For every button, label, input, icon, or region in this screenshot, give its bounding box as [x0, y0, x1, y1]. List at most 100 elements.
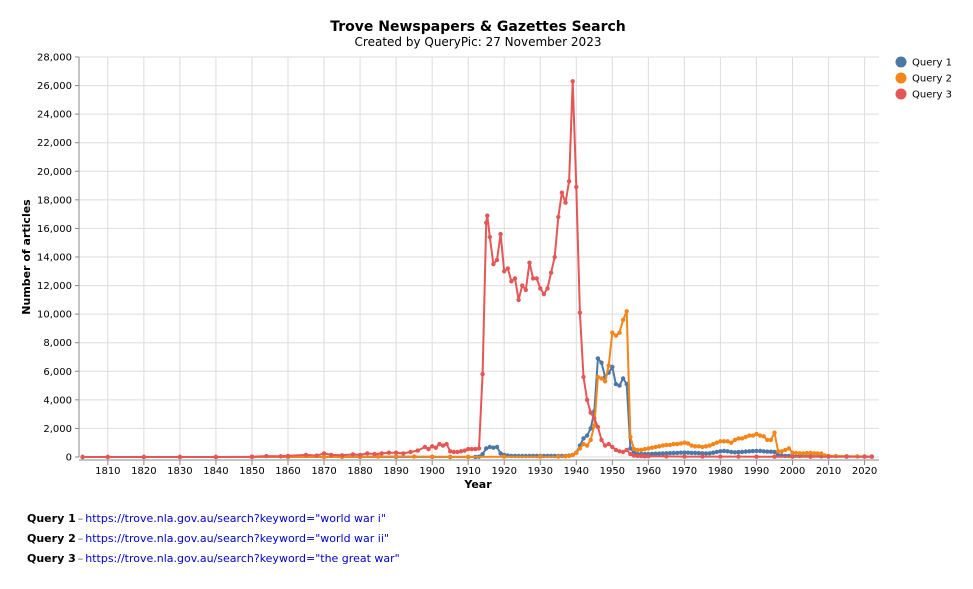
query-1-point: [696, 450, 701, 456]
series-layer: [80, 79, 874, 460]
x-tick-label: 2020: [852, 466, 877, 477]
query-3-point: [285, 453, 291, 459]
query-3-point: [862, 454, 867, 459]
x-tick-label: 1890: [383, 466, 408, 477]
query-3-point: [826, 454, 831, 459]
query-2-point: [786, 446, 792, 451]
query-1-point: [653, 451, 658, 456]
query-1-point: [581, 436, 586, 441]
query-2-point: [711, 441, 716, 447]
query-1-point: [628, 446, 633, 451]
query-2-point: [775, 449, 781, 454]
query-2-point: [411, 454, 417, 459]
query-1-point: [595, 356, 601, 361]
query-2-point: [664, 442, 669, 448]
query-3-point: [372, 451, 377, 457]
x-tick-label: 1810: [95, 466, 120, 477]
query-2-point: [682, 440, 687, 445]
query-2-point: [675, 441, 680, 447]
query-2-point: [804, 450, 810, 456]
query-3-point: [408, 449, 413, 455]
query-1-point: [599, 360, 604, 365]
legend-swatch-3: [895, 88, 907, 100]
query-3-point: [599, 437, 604, 443]
query-3-point: [469, 446, 474, 452]
query-3-point: [516, 297, 521, 303]
query-row-2: Query 2– https://trove.nla.gov.au/search?…: [27, 532, 400, 552]
query-3-point: [581, 374, 586, 380]
query-3-point: [808, 454, 813, 459]
query-3-point: [642, 454, 647, 459]
query-3-point: [552, 254, 557, 260]
x-tick-label: 1870: [311, 466, 336, 477]
query-3-point: [566, 179, 572, 184]
query-1-point: [588, 426, 593, 431]
query-1-point: [660, 451, 665, 456]
y-tick-label: 4,000: [43, 395, 72, 406]
query-3-point: [433, 445, 438, 450]
query-2-point: [599, 376, 604, 381]
query-3-point: [177, 454, 183, 460]
query-3-point: [264, 453, 269, 459]
query-2-point: [566, 453, 572, 459]
query-2-separator: –: [77, 532, 84, 545]
query-3-point: [422, 444, 428, 450]
query-1-separator: –: [77, 512, 84, 525]
query-3-point: [365, 451, 370, 456]
legend-swatch-2: [895, 72, 907, 84]
query-1-point: [610, 364, 615, 370]
query-3-point: [534, 276, 539, 281]
query-1-point: [498, 451, 503, 456]
query-2-point: [765, 437, 770, 443]
query-3-point: [512, 276, 518, 281]
query-3-point: [639, 453, 644, 459]
query-1-point: [707, 451, 712, 456]
query-3-point: [329, 452, 334, 458]
query-2-point: [783, 447, 788, 453]
query-1-point: [703, 451, 709, 456]
query-2-link[interactable]: https://trove.nla.gov.au/search?keyword=…: [85, 532, 389, 545]
query-1-point: [754, 448, 759, 454]
query-3-point: [538, 286, 543, 291]
query-3-point: [548, 270, 554, 275]
query-2-point: [642, 446, 647, 452]
query-3-point: [869, 454, 874, 459]
query-3-point: [624, 447, 629, 453]
query-1-point: [491, 445, 496, 450]
query-3-point: [473, 446, 478, 452]
query-2-point: [584, 443, 590, 448]
query-3-point: [314, 453, 319, 458]
query-1-point: [736, 449, 741, 455]
query-1-point: [693, 450, 698, 456]
query-2-point: [667, 442, 673, 448]
query-2-point: [768, 437, 774, 443]
query-3-point: [339, 453, 345, 458]
query-3-point: [772, 454, 777, 459]
query-2-point: [602, 379, 608, 384]
query-1-link[interactable]: https://trove.nla.gov.au/search?keyword=…: [85, 512, 386, 525]
query-3-point: [491, 261, 496, 267]
query-3-point: [444, 441, 449, 447]
query-3-point: [620, 449, 626, 455]
query-1-point: [765, 449, 770, 454]
query-2-point: [660, 443, 665, 448]
x-tick-label: 1990: [744, 466, 769, 477]
query-3-point: [485, 213, 490, 218]
query-2-point: [375, 454, 381, 459]
query-1-point: [657, 451, 662, 456]
query-2-point: [610, 330, 615, 335]
query-3-point: [682, 454, 687, 459]
query-3-point: [249, 454, 255, 459]
query-1-point: [671, 450, 676, 456]
x-axis-title: Year: [463, 478, 492, 491]
query-1-point: [725, 449, 730, 454]
query-1-point: [772, 449, 777, 455]
x-tick-label: 2000: [780, 466, 805, 477]
query-3-label: Query 3: [27, 552, 76, 565]
query-1-point: [761, 449, 766, 454]
query-3-point: [541, 291, 547, 297]
chart-subtitle: Created by QueryPic: 27 November 2023: [355, 35, 602, 49]
query-1-point: [721, 448, 727, 454]
query-3-point: [141, 454, 147, 460]
query-3-link[interactable]: https://trove.nla.gov.au/search?keyword=…: [85, 552, 400, 565]
